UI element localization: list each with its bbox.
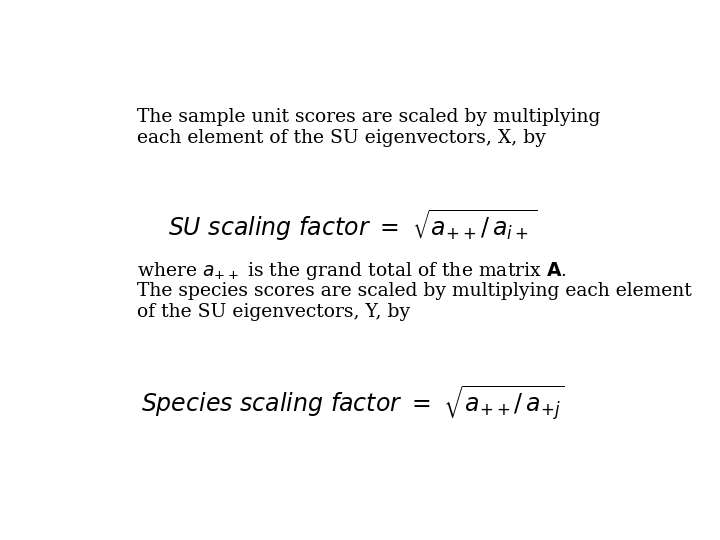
Text: $\mathit{Species\ scaling\ factor\ =\ \sqrt{a_{++}/\,a_{+j}}}$: $\mathit{Species\ scaling\ factor\ =\ \s… <box>140 383 564 422</box>
Text: of the SU eigenvectors, Y, by: of the SU eigenvectors, Y, by <box>138 302 410 321</box>
Text: where $a_{++}$ is the grand total of the matrix $\bf{A}$.: where $a_{++}$ is the grand total of the… <box>138 260 567 282</box>
Text: The sample unit scores are scaled by multiplying: The sample unit scores are scaled by mul… <box>138 109 600 126</box>
Text: each element of the SU eigenvectors, X, by: each element of the SU eigenvectors, X, … <box>138 129 546 147</box>
Text: $\mathit{SU\ scaling\ factor\ =\ \sqrt{a_{++}/\,a_{i+}}}$: $\mathit{SU\ scaling\ factor\ =\ \sqrt{a… <box>168 208 537 244</box>
Text: The species scores are scaled by multiplying each element: The species scores are scaled by multipl… <box>138 282 692 300</box>
